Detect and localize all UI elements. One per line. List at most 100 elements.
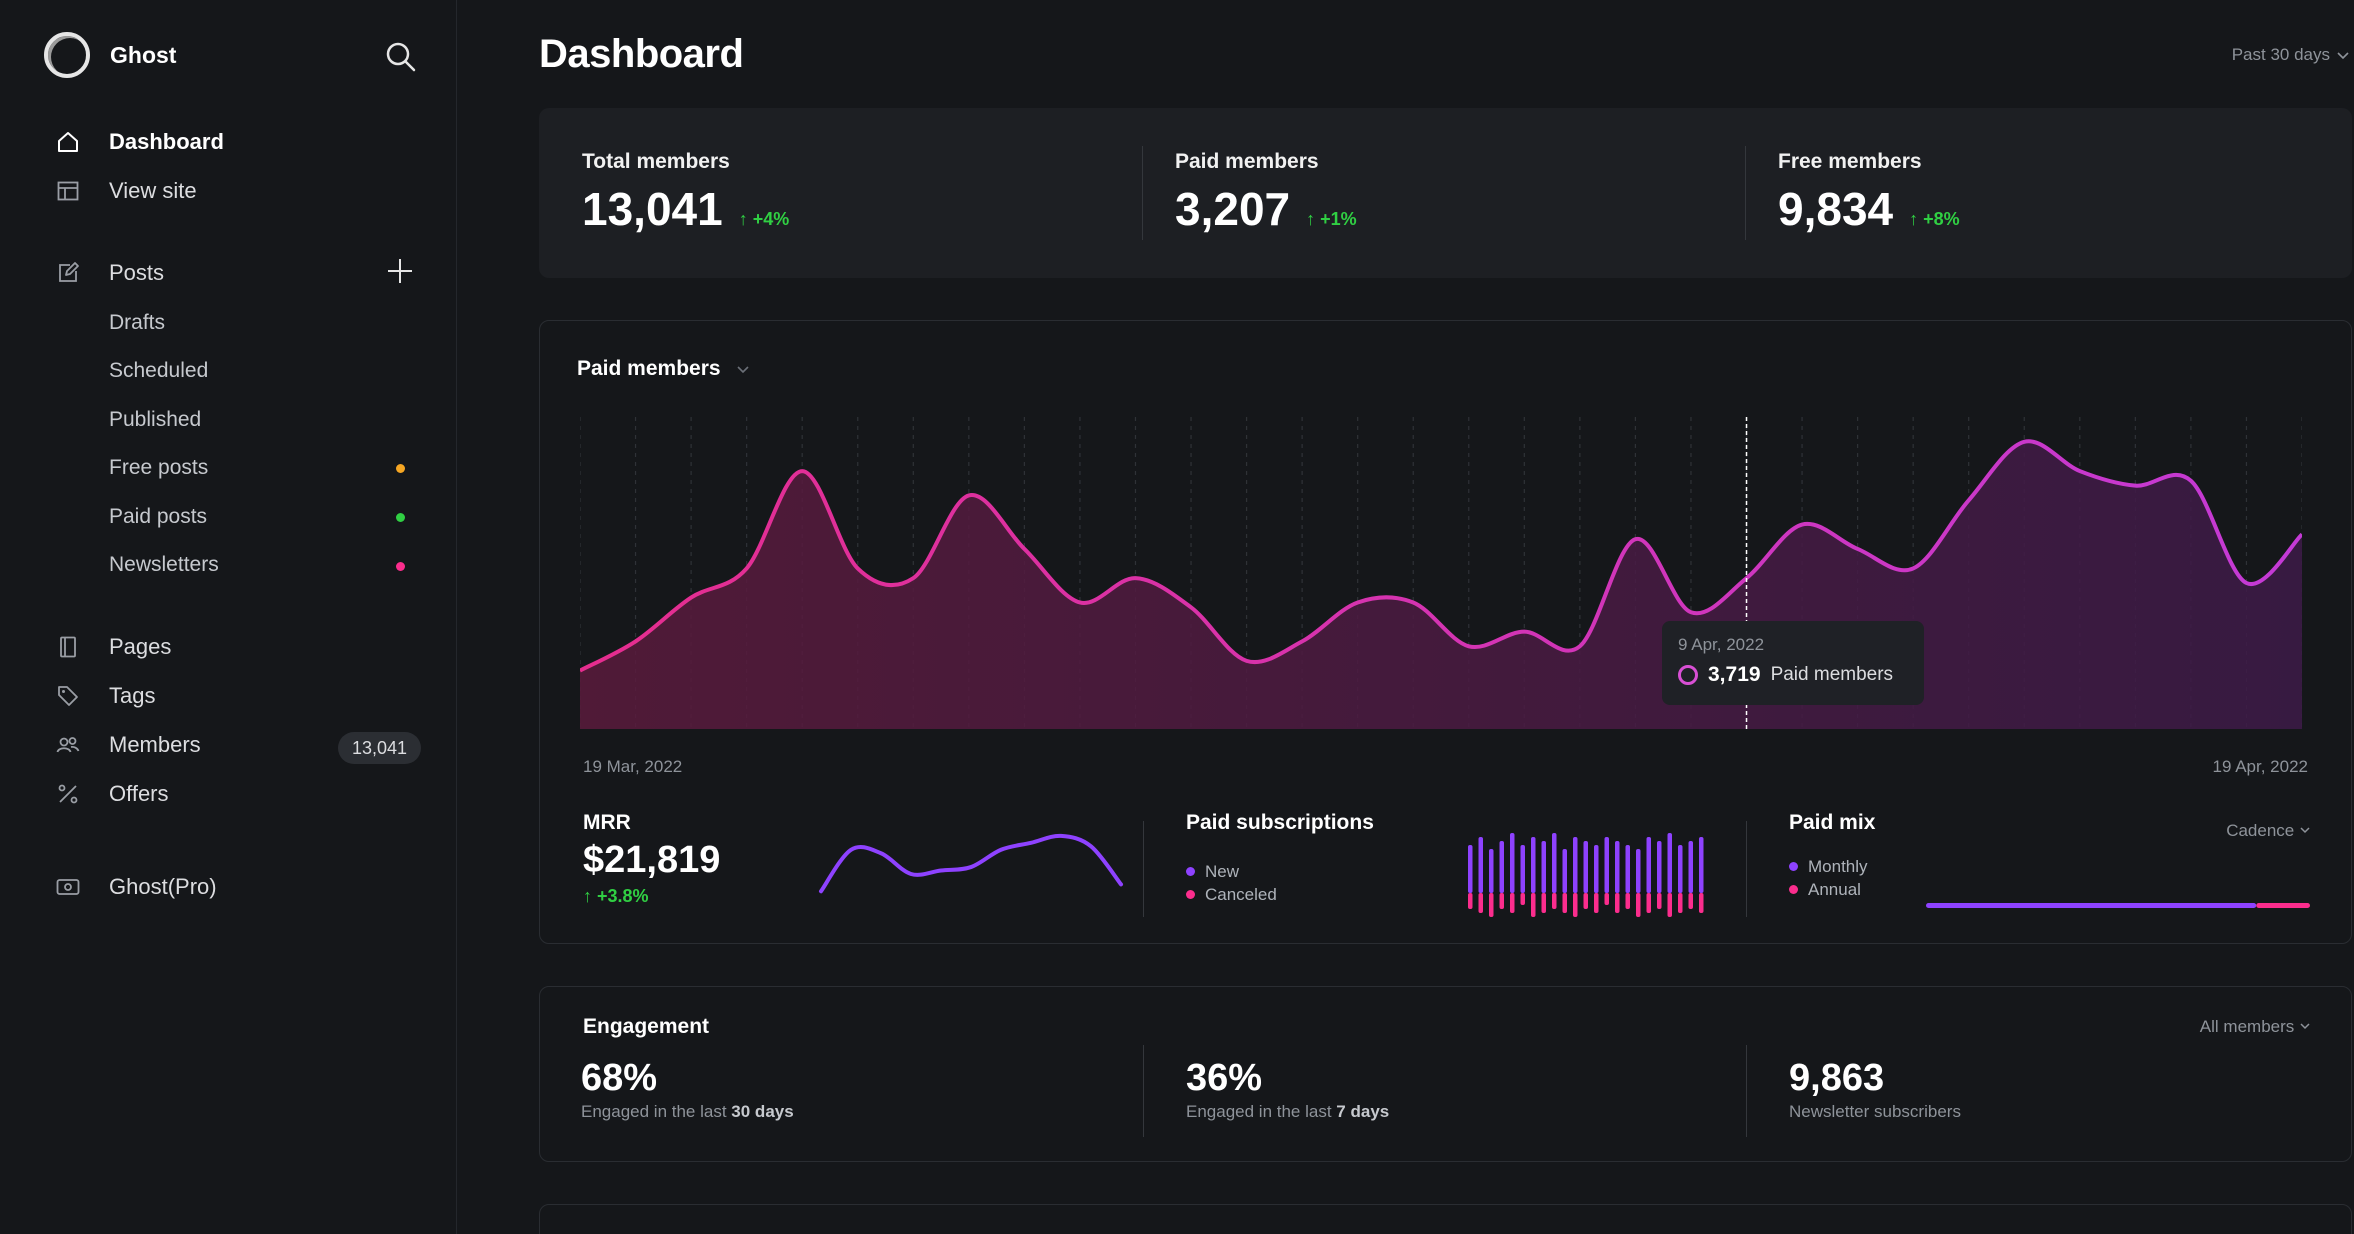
- bar-canceled: [1636, 893, 1641, 917]
- page-icon: [60, 636, 76, 658]
- engagement-filter-select[interactable]: All members: [2200, 1017, 2311, 1037]
- brand[interactable]: Ghost: [44, 32, 176, 78]
- bar-new: [1646, 837, 1651, 893]
- caption-bold: 7 days: [1336, 1102, 1390, 1121]
- kpi-value: 3,207: [1175, 183, 1291, 235]
- caption-text: Newsletter subscribers: [1789, 1102, 1961, 1121]
- engagement-caption: Newsletter subscribers: [1789, 1102, 1961, 1122]
- engagement-title: Engagement: [583, 1015, 710, 1038]
- engagement-30-days: 68% Engaged in the last 30 days: [581, 1057, 794, 1122]
- x-axis-start-label: 19 Mar, 2022: [583, 757, 683, 776]
- mix-annual: [2256, 903, 2310, 908]
- page-title: Dashboard: [539, 32, 744, 76]
- mix-monthly: [1926, 903, 2257, 908]
- sidebar-item-pages[interactable]: Pages: [56, 629, 171, 665]
- legend-label: Monthly: [1808, 856, 1868, 876]
- kpi-delta: ↑ +1%: [1306, 209, 1357, 229]
- members-count-badge: 13,041: [338, 732, 422, 764]
- bar-new: [1678, 845, 1683, 893]
- kpi-label: Free members: [1778, 150, 1922, 173]
- cadence-select[interactable]: Cadence: [2226, 821, 2311, 841]
- new-post-plus-icon[interactable]: [384, 255, 416, 287]
- engagement-value: 9,863: [1789, 1057, 1885, 1099]
- bar-new: [1688, 841, 1693, 893]
- mrr-sparkline: [819, 833, 1123, 894]
- bar-canceled: [1531, 893, 1536, 917]
- chevron-down-icon: [2300, 1023, 2310, 1030]
- legend-label: Canceled: [1205, 884, 1277, 904]
- home-icon: [58, 132, 78, 152]
- sidebar-item-dashboard[interactable]: Dashboard: [56, 124, 224, 160]
- mrr-delta: ↑ +3.8%: [583, 886, 649, 906]
- sidebar-item-label: Posts: [109, 260, 165, 285]
- cadence-label: Cadence: [2226, 821, 2295, 840]
- bar-canceled: [1489, 893, 1494, 917]
- bar-new: [1468, 845, 1473, 893]
- sidebar-item-label: Offers: [109, 781, 169, 806]
- sidebar-item-free-posts[interactable]: Free posts: [109, 456, 209, 479]
- sidebar-item-label: Pages: [109, 634, 172, 659]
- brand-name: Ghost: [110, 41, 177, 68]
- bar-new: [1510, 833, 1515, 893]
- bar-canceled: [1646, 893, 1651, 913]
- bar-new: [1625, 845, 1630, 893]
- legend-new: New: [1186, 860, 1374, 883]
- kpi-total-members[interactable]: Total members 13,041 ↑ +4%: [582, 150, 789, 236]
- sidebar-item-offers[interactable]: Offers: [56, 776, 169, 812]
- sidebar-item-scheduled[interactable]: Scheduled: [109, 359, 209, 382]
- kpi-paid-members[interactable]: Paid members 3,207 ↑ +1%: [1175, 150, 1357, 236]
- bar-new: [1636, 849, 1641, 893]
- sidebar-item-newsletters[interactable]: Newsletters: [109, 553, 219, 576]
- sidebar-item-label: Tags: [109, 683, 156, 708]
- bar-new: [1583, 841, 1588, 893]
- legend-label: Annual: [1808, 879, 1861, 899]
- sidebar-item-label: Members: [109, 732, 201, 757]
- x-axis-end-label: 19 Apr, 2022: [2212, 757, 2308, 776]
- sidebar-item-published[interactable]: Published: [109, 408, 202, 431]
- legend-dot: [1789, 862, 1798, 871]
- paid-mix-block[interactable]: Paid mix Monthly Annual: [1789, 811, 1875, 901]
- bar-canceled: [1667, 893, 1672, 917]
- bar-canceled: [1688, 893, 1693, 909]
- bar-new: [1478, 837, 1483, 893]
- sidebar-item-ghost-pro[interactable]: Ghost(Pro): [56, 869, 217, 905]
- legend-dot: [1789, 885, 1798, 894]
- engagement-filter-label: All members: [2199, 1017, 2295, 1036]
- engagement-caption: Engaged in the last 7 days: [1186, 1102, 1389, 1122]
- sidebar-item-label: Dashboard: [109, 129, 224, 154]
- bar-new: [1552, 833, 1557, 893]
- paid-posts-dot: [396, 513, 405, 522]
- sidebar-item-paid-posts[interactable]: Paid posts: [109, 505, 208, 528]
- paid-mix-bar: [1926, 903, 2310, 908]
- engagement-caption: Engaged in the last 30 days: [581, 1102, 794, 1122]
- chart-metric-select[interactable]: Paid members: [577, 357, 751, 381]
- mrr-block[interactable]: MRR $21,819 ↑ +3.8%: [583, 811, 720, 907]
- kpi-label: Total members: [582, 150, 730, 173]
- sidebar-item-tags[interactable]: Tags: [56, 678, 155, 714]
- paid-subscriptions-block[interactable]: Paid subscriptions New Canceled: [1186, 811, 1374, 906]
- paid-subs-title: Paid subscriptions: [1186, 811, 1374, 834]
- next-card: [539, 1204, 2352, 1234]
- bar-canceled: [1678, 893, 1683, 913]
- legend-dot: [1186, 867, 1195, 876]
- kpi-free-members[interactable]: Free members 9,834 ↑ +8%: [1778, 150, 1960, 236]
- sidebar-item-drafts[interactable]: Drafts: [109, 311, 166, 334]
- paid-subscriptions-bars: [1468, 833, 1704, 917]
- divider: [1143, 821, 1144, 917]
- free-posts-dot: [396, 464, 405, 473]
- legend-label: New: [1205, 861, 1240, 881]
- bar-new: [1520, 845, 1525, 893]
- kpi-card: Total members 13,041 ↑ +4% Paid members 3…: [539, 108, 2352, 278]
- tooltip-date: 9 Apr, 2022: [1678, 635, 1765, 654]
- layout-icon: [57, 181, 79, 201]
- sidebar-item-view-site[interactable]: View site: [56, 173, 197, 209]
- bar-canceled: [1657, 893, 1662, 909]
- sidebar-item-posts[interactable]: Posts: [56, 255, 164, 291]
- search-icon[interactable]: [384, 40, 418, 74]
- kpi-value: 9,834: [1778, 183, 1894, 235]
- sidebar-item-members[interactable]: Members: [56, 727, 201, 763]
- date-range-select[interactable]: Past 30 days: [2232, 45, 2350, 65]
- paid-members-area-chart[interactable]: [580, 417, 2302, 741]
- divider: [1142, 146, 1143, 240]
- sidebar-item-label: View site: [109, 178, 197, 203]
